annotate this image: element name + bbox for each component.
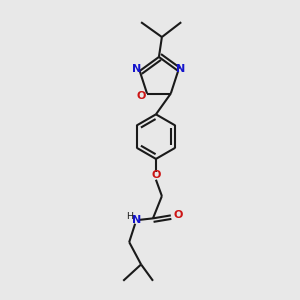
Text: N: N: [132, 215, 141, 225]
Text: N: N: [132, 64, 141, 74]
Text: O: O: [137, 91, 146, 101]
Text: H: H: [126, 212, 133, 221]
Text: O: O: [173, 210, 183, 220]
Text: O: O: [151, 170, 160, 180]
Text: N: N: [176, 64, 186, 74]
